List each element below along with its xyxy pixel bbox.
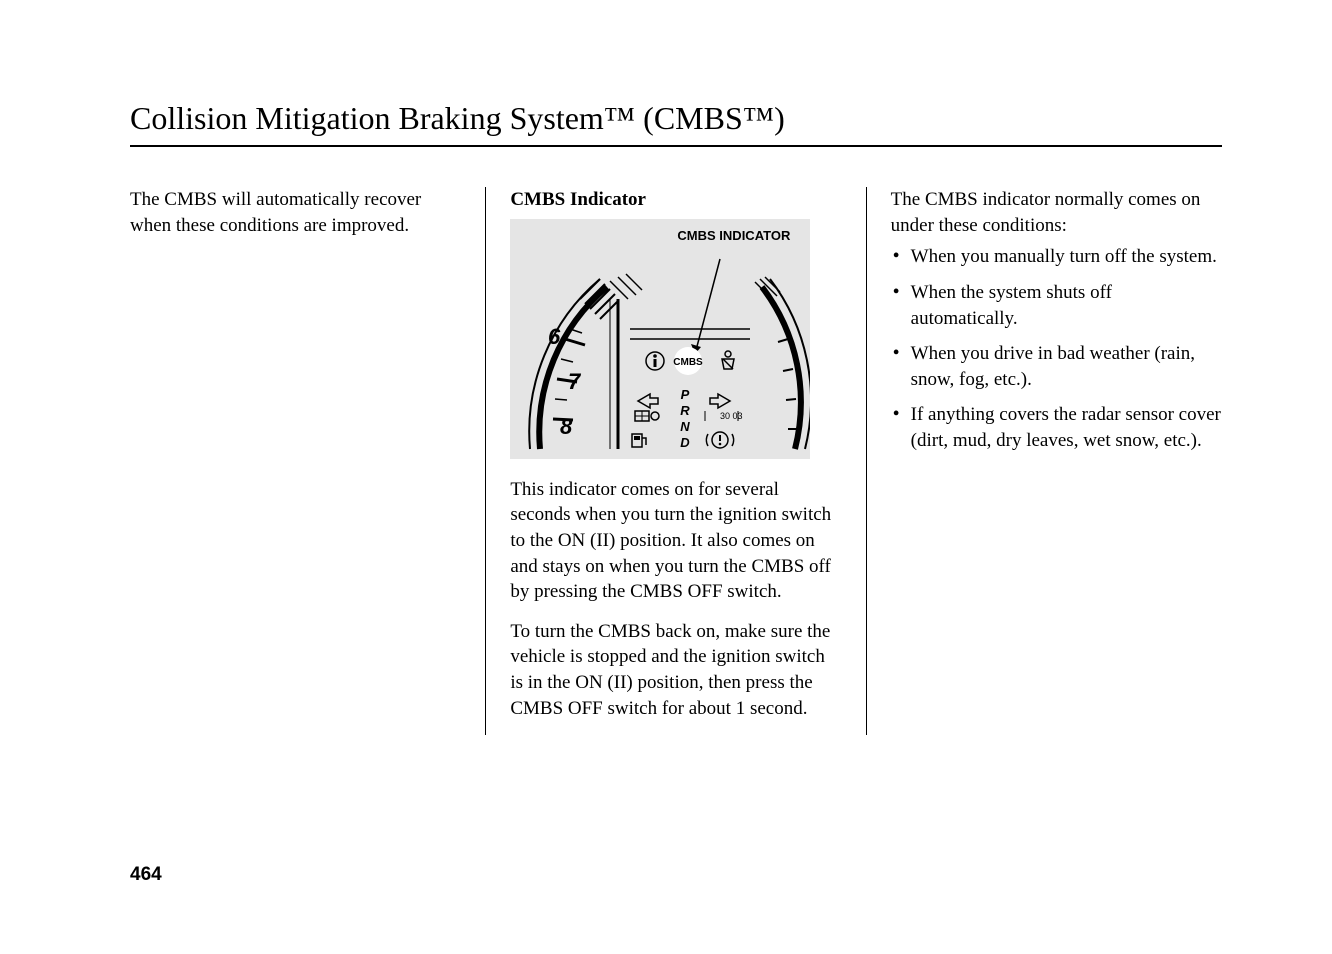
column-3: The CMBS indicator normally comes on und… <box>867 187 1222 735</box>
col2-para1: This indicator comes on for several seco… <box>510 477 841 605</box>
seatbelt-icon <box>722 351 734 369</box>
brake-warning-icon <box>707 432 734 448</box>
col3-intro: The CMBS indicator normally comes on und… <box>891 187 1222 238</box>
gear-r: R <box>681 403 691 418</box>
content-columns: The CMBS will automatically recover when… <box>130 187 1222 735</box>
title-rule <box>130 145 1222 147</box>
cmbs-indicator-heading: CMBS Indicator <box>510 187 841 213</box>
door-icon <box>635 411 659 421</box>
col2-para2: To turn the CMBS back on, make sure the … <box>510 619 841 722</box>
right-arrow-icon <box>710 394 730 408</box>
tach-7: 7 <box>568 369 582 394</box>
tach-8: 8 <box>560 414 573 439</box>
page-number: 464 <box>130 864 162 886</box>
gear-d: D <box>681 435 691 450</box>
odo-text: 30 03 <box>720 411 743 421</box>
gauge-illustration: 6 7 8 <box>510 239 810 459</box>
fuel-icon <box>632 434 646 447</box>
gear-n: N <box>681 419 691 434</box>
bullet-item: If anything covers the radar sensor cove… <box>891 402 1222 453</box>
col3-bullet-list: When you manually turn off the system. W… <box>891 244 1222 453</box>
column-2: CMBS Indicator CMBS INDICATOR <box>486 187 866 735</box>
cmbs-indicator-figure: CMBS INDICATOR <box>510 219 810 459</box>
tach-6: 6 <box>548 324 561 349</box>
col1-para1: The CMBS will automatically recover when… <box>130 187 461 238</box>
bullet-item: When the system shuts off automatically. <box>891 280 1222 331</box>
cmbs-text: CMBS <box>674 357 704 368</box>
column-1: The CMBS will automatically recover when… <box>130 187 486 735</box>
page-title: Collision Mitigation Braking System™ (CM… <box>130 100 1222 137</box>
bullet-item: When you drive in bad weather (rain, sno… <box>891 341 1222 392</box>
gear-p: P <box>681 387 690 402</box>
bullet-item: When you manually turn off the system. <box>891 244 1222 270</box>
left-arrow-icon <box>638 394 658 408</box>
